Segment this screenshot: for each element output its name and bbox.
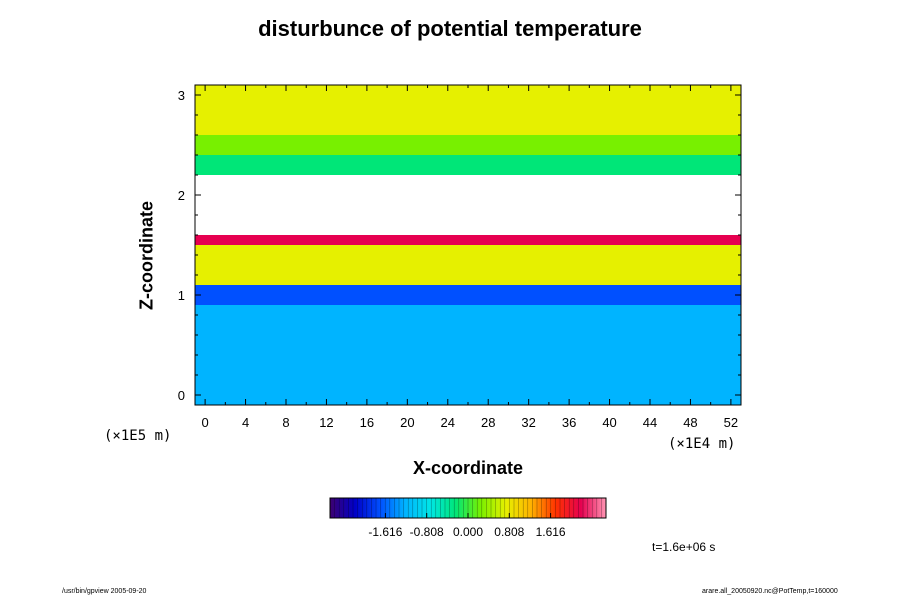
plot-fill xyxy=(195,85,741,405)
field-band-3 xyxy=(195,235,741,245)
x-tick-label: 36 xyxy=(562,415,576,430)
x-tick-label: 24 xyxy=(441,415,455,430)
x-tick-label: 8 xyxy=(282,415,289,430)
field-band-2 xyxy=(195,245,741,285)
y-tick-label: 0 xyxy=(178,388,185,403)
field-band-5 xyxy=(195,85,741,135)
field-band-bottom xyxy=(195,395,741,405)
footer-right: arare.all_20050920.nc@PotTemp,t=160000 xyxy=(702,588,838,595)
x-tick-label: 48 xyxy=(683,415,697,430)
footer-left: /usr/bin/gpview 2005-09-20 xyxy=(62,588,147,595)
field-band-0 xyxy=(195,305,741,395)
field-band-1 xyxy=(195,285,741,305)
y-tick-label: 2 xyxy=(178,188,185,203)
x-tick-label: 16 xyxy=(360,415,374,430)
x-axis-label: X-coordinate xyxy=(412,458,523,478)
colorbar-tick-label: 0.808 xyxy=(494,525,524,539)
x-tick-label: 28 xyxy=(481,415,495,430)
x-tick-label: 52 xyxy=(724,415,738,430)
field-band-4 xyxy=(195,135,741,155)
x-tick-label: 20 xyxy=(400,415,414,430)
colorbar-tick-label: 0.000 xyxy=(453,525,483,539)
y-axis-label: Z-coordinate xyxy=(136,201,157,311)
time-label: t=1.6e+06 s xyxy=(652,540,716,554)
undefined-region xyxy=(195,175,741,235)
x-axis-multiplier: (×1E4 m) xyxy=(668,436,736,452)
x-tick-label: 4 xyxy=(242,415,249,430)
colorbar-tick-label: -1.616 xyxy=(368,525,402,539)
colorbar: -1.616 -0.808 0.000 0.808 1.616 xyxy=(329,497,607,539)
x-tick-label: 44 xyxy=(643,415,657,430)
x-tick-label: 40 xyxy=(602,415,616,430)
colorbar-tick-label: 1.616 xyxy=(536,525,566,539)
y-tick-label: 3 xyxy=(178,88,185,103)
x-tick-label: 12 xyxy=(319,415,333,430)
transition-band xyxy=(195,155,741,175)
x-tick-label: 32 xyxy=(521,415,535,430)
x-tick-label: 0 xyxy=(201,415,208,430)
y-tick-label: 1 xyxy=(178,288,185,303)
y-axis-multiplier: (×1E5 m) xyxy=(104,428,172,444)
chart-title: disturbunce of potential temperature xyxy=(258,16,642,41)
colorbar-tick-label: -0.808 xyxy=(410,525,444,539)
